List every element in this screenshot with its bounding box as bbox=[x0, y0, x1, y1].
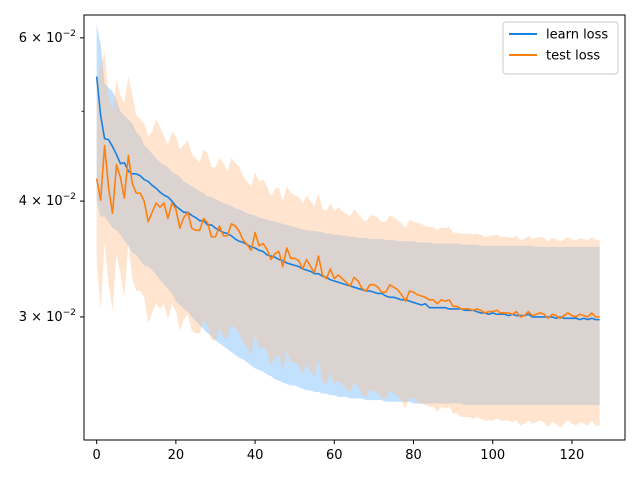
line-learn-loss bbox=[95, 76, 600, 321]
x-tick-label: 60 bbox=[326, 448, 343, 463]
x-tick-label: 40 bbox=[247, 448, 264, 463]
plot-frame bbox=[83, 14, 626, 441]
x-tick-label: 80 bbox=[405, 448, 422, 463]
x-tick-label: 120 bbox=[560, 448, 585, 463]
x-tick-label: 20 bbox=[168, 448, 185, 463]
series-lines bbox=[95, 76, 600, 321]
y-axis-ticks: 3 × 10−2 4 × 10−2 6 × 10−2 bbox=[19, 29, 84, 325]
x-tick-label: 0 bbox=[93, 448, 101, 463]
legend: learn loss test loss bbox=[502, 21, 619, 75]
x-axis-ticks: 0 20 40 60 80 100 120 bbox=[93, 440, 585, 463]
y-tick-label: 4 × 10−2 bbox=[19, 192, 76, 209]
band-test-loss bbox=[96, 51, 600, 428]
x-tick-label: 100 bbox=[480, 448, 505, 463]
legend-label: test loss bbox=[546, 49, 600, 64]
y-tick-label: 3 × 10−2 bbox=[19, 308, 76, 325]
line-test-loss bbox=[95, 144, 600, 320]
legend-label: learn loss bbox=[546, 28, 608, 43]
y-tick-label: 6 × 10−2 bbox=[19, 29, 76, 46]
